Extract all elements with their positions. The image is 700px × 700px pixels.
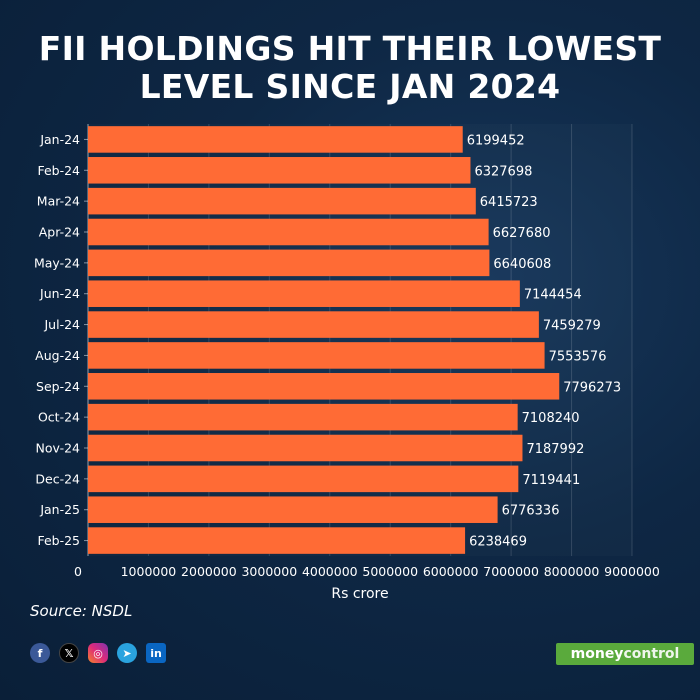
y-tick-label: Feb-24 [37,163,80,178]
x-tick-label: 0 [74,564,82,579]
data-label: 7119441 [522,473,580,488]
y-tick-label: Jul-24 [44,317,81,332]
title-line-2: LEVEL SINCE JAN 2024 [139,67,561,106]
brand-logo: money control [556,643,694,665]
data-label: 7796273 [563,380,621,395]
source-note: Source: NSDL [30,602,133,620]
y-tick-label: Dec-24 [35,471,80,486]
bar [88,126,463,153]
data-label: 6199452 [467,133,525,148]
linkedin-icon[interactable]: in [146,643,166,663]
data-label: 6627680 [493,226,551,241]
y-tick-label: Feb-25 [37,533,80,548]
bar [88,218,489,246]
y-tick-label: Mar-24 [37,194,80,209]
y-tick-label: Jun-24 [39,286,80,301]
chart-title: FII HOLDINGS HIT THEIR LOWEST LEVEL SINC… [0,30,700,106]
bar [88,249,490,277]
data-label: 6415723 [480,195,538,210]
y-tick-label: Apr-24 [39,225,80,240]
y-tick-label: Jan-25 [39,502,80,517]
y-tick-label: May-24 [34,255,80,270]
x-icon[interactable]: 𝕏 [59,643,79,663]
brand-part-1: money [570,646,624,662]
telegram-icon[interactable]: ➤ [117,643,137,663]
x-tick-label: 2000000 [181,564,237,579]
data-label: 7108240 [522,411,580,426]
bar [88,496,498,523]
data-label: 6238469 [469,535,527,550]
x-tick-label: 1000000 [121,564,177,579]
bar [88,527,466,554]
data-label: 7144454 [524,288,582,303]
y-tick-label: Nov-24 [36,441,81,456]
instagram-icon[interactable]: ◎ [88,643,108,663]
y-tick-label: Jan-24 [39,132,80,147]
bar [88,157,471,184]
bar [88,434,523,462]
bar [88,373,560,400]
data-label: 7187992 [526,442,584,457]
data-label: 6640608 [493,257,551,272]
x-tick-label: 7000000 [483,564,539,579]
bar [88,342,545,369]
bar [88,403,518,431]
data-label: 7553576 [549,349,607,364]
data-label: 7459279 [543,319,601,334]
y-tick-label: Oct-24 [38,410,80,425]
bar [88,280,520,307]
title-line-1: FII HOLDINGS HIT THEIR LOWEST [38,29,662,68]
data-label: 6327698 [474,164,532,179]
social-links: f 𝕏 ◎ ➤ in [30,643,166,663]
x-tick-label: 3000000 [241,564,297,579]
brand-part-2: control [623,646,680,662]
bar [88,187,476,215]
x-tick-label: 8000000 [544,564,600,579]
y-tick-label: Aug-24 [35,348,80,363]
y-tick-label: Sep-24 [36,379,80,394]
bar [88,311,539,338]
x-tick-label: 5000000 [362,564,418,579]
x-tick-label: 4000000 [302,564,358,579]
facebook-icon[interactable]: f [30,643,50,663]
data-label: 6776336 [502,504,560,519]
x-tick-label: 6000000 [423,564,479,579]
bar [88,465,519,493]
x-tick-label: 9000000 [604,564,660,579]
x-axis-label: Rs crore [331,586,388,602]
